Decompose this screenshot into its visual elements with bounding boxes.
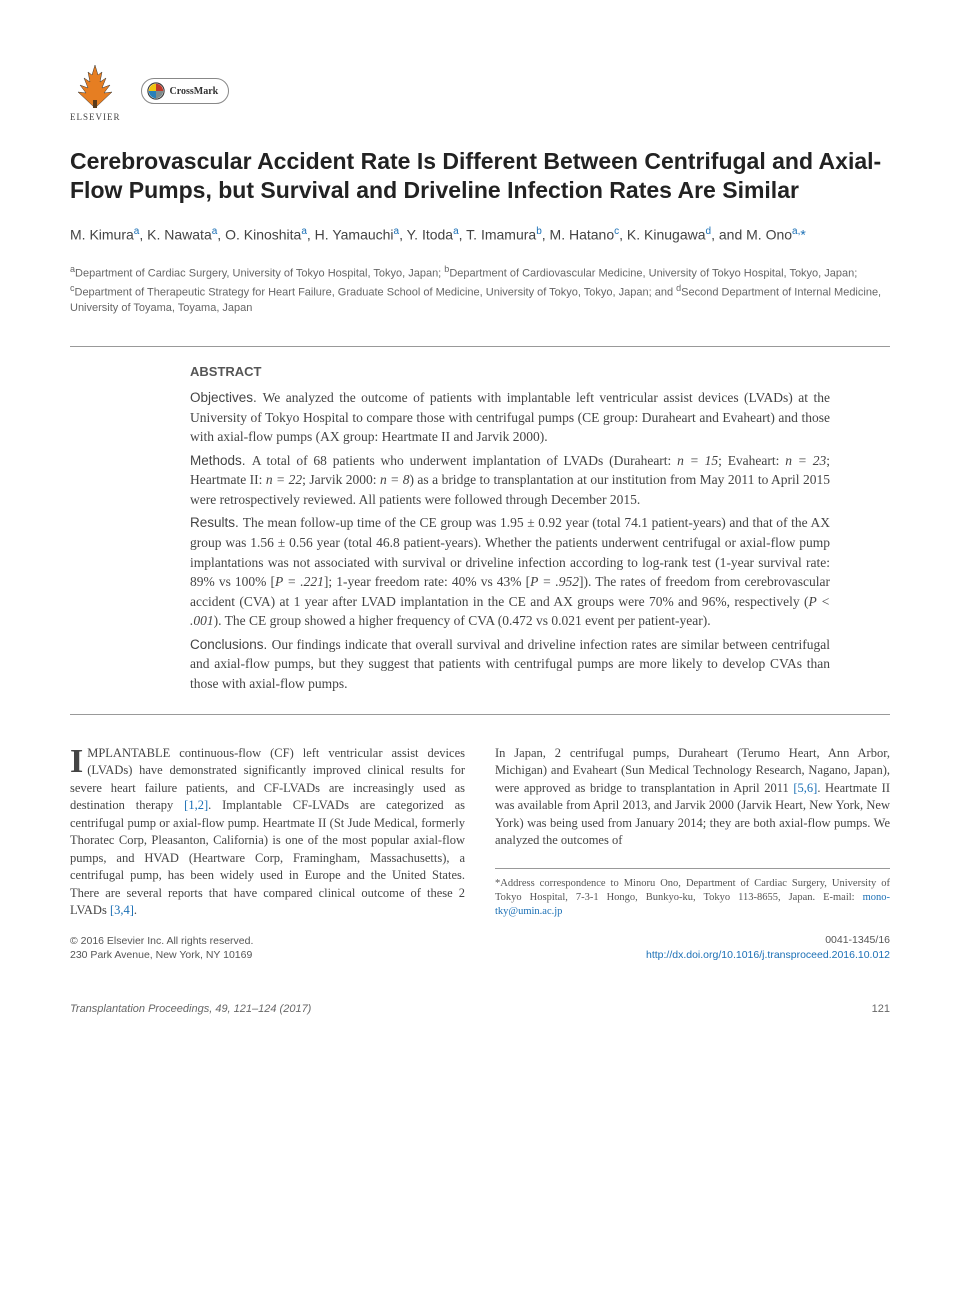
abstract-section-text: We analyzed the outcome of patients with… [190,390,830,444]
abstract-section-label: Results. [190,515,243,530]
abstract-box: ABSTRACT Objectives. We analyzed the out… [70,346,890,714]
body-col-left: IMPLANTABLE continuous-flow (CF) left ve… [70,745,465,963]
abstract-section-text: The mean follow-up time of the CE group … [190,515,830,628]
abstract-section: Conclusions. Our findings indicate that … [190,635,830,694]
copyright-line2: 230 Park Avenue, New York, NY 10169 [70,948,253,963]
issn: 0041-1345/16 [825,934,890,946]
copyright-row: © 2016 Elsevier Inc. All rights reserved… [70,934,465,963]
affiliations-line: aDepartment of Cardiac Surgery, Universi… [70,263,890,316]
crossmark-label: CrossMark [170,86,219,97]
page-number: 121 [872,1003,890,1015]
body-columns: IMPLANTABLE continuous-flow (CF) left ve… [70,745,890,963]
journal-citation: Transplantation Proceedings, 49, 121–124… [70,1003,311,1015]
issn-doi-row: 0041-1345/16 http://dx.doi.org/10.1016/j… [495,933,890,962]
copyright-line1: © 2016 Elsevier Inc. All rights reserved… [70,934,253,949]
elsevier-logo[interactable]: ELSEVIER [70,60,121,122]
elsevier-label: ELSEVIER [70,112,121,122]
abstract-heading: ABSTRACT [190,363,830,382]
doi-link[interactable]: http://dx.doi.org/10.1016/j.transproceed… [646,948,890,963]
abstract-section-text: Our findings indicate that overall survi… [190,637,830,691]
authors-line: M. Kimuraa, K. Nawataa, O. Kinoshitaa, H… [70,225,890,245]
issn-doi-right: 0041-1345/16 http://dx.doi.org/10.1016/j… [646,933,890,962]
correspondence-box: *Address correspondence to Minoru Ono, D… [495,868,890,920]
abstract-section: Methods. A total of 68 patients who unde… [190,451,830,510]
abstract-section-label: Objectives. [190,390,263,405]
abstract-section-label: Methods. [190,453,252,468]
body-para-2: In Japan, 2 centrifugal pumps, Duraheart… [495,745,890,850]
body-para-1: IMPLANTABLE continuous-flow (CF) left ve… [70,745,465,920]
abstract-section: Objectives. We analyzed the outcome of p… [190,388,830,447]
elsevier-tree-icon [70,60,120,110]
body-col-right: In Japan, 2 centrifugal pumps, Duraheart… [495,745,890,963]
abstract-section-text: A total of 68 patients who underwent imp… [190,453,830,507]
article-title: Cerebrovascular Accident Rate Is Differe… [70,147,890,205]
logos-row: ELSEVIER CrossMark [70,60,890,122]
crossmark-icon [147,82,165,100]
abstract-section-label: Conclusions. [190,637,272,652]
page-root: ELSEVIER CrossMark Cerebrovascular Accid… [0,0,960,1055]
copyright-left: © 2016 Elsevier Inc. All rights reserved… [70,934,253,963]
crossmark-badge[interactable]: CrossMark [141,78,230,104]
journal-footer: Transplantation Proceedings, 49, 121–124… [70,1003,890,1015]
abstract-section: Results. The mean follow-up time of the … [190,513,830,630]
